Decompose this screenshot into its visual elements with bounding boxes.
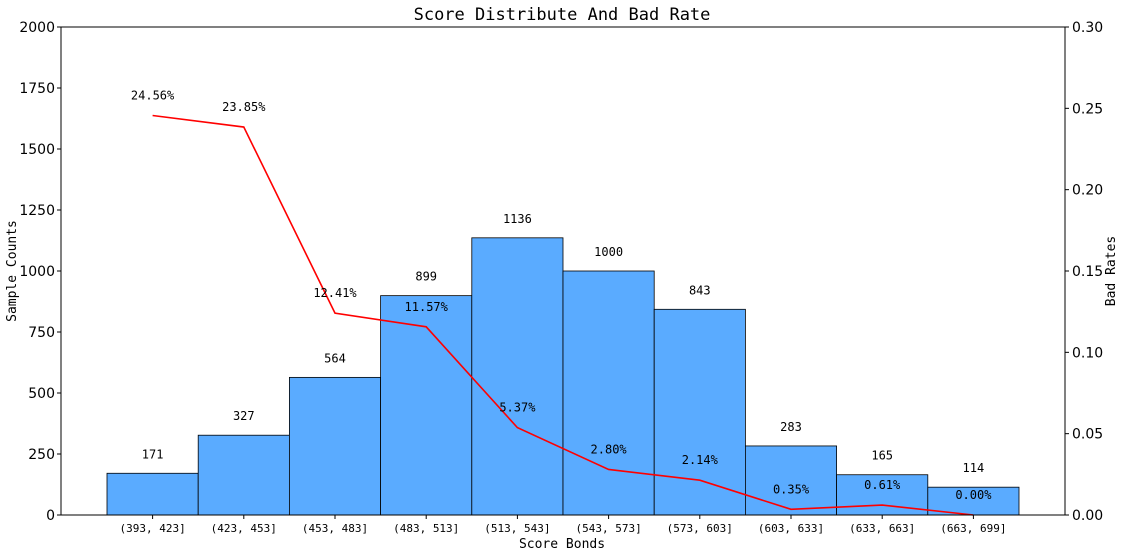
bar-value-label: 564 [324, 351, 346, 365]
x-tick-label: (603, 633] [758, 522, 824, 535]
left-tick-label: 2000 [19, 20, 55, 36]
bar-value-label: 1136 [503, 212, 532, 226]
y-axis-label: Sample Counts [5, 220, 20, 322]
bad-rate-label: 5.37% [499, 401, 536, 415]
left-tick-label: 1500 [19, 142, 55, 158]
x-tick-label: (423, 453] [211, 522, 277, 535]
bar [197, 434, 290, 516]
bar-value-label: 899 [415, 270, 437, 284]
left-tick-label: 1750 [19, 81, 55, 97]
bar [106, 472, 199, 516]
rate-line-group [152, 114, 974, 516]
right-tick-label: 0.30 [1072, 20, 1103, 36]
x-tick-label: (573, 603] [667, 522, 733, 535]
bad-rate-line [152, 114, 974, 516]
left-tick-label: 1250 [19, 203, 55, 219]
x-axis: (393, 423] (423, 453] (453, 483] (483, 513]… [119, 515, 1007, 535]
bar [562, 270, 655, 516]
x-tick-label: (453, 483] [302, 522, 368, 535]
x-tick-label: (633, 663] [849, 522, 915, 535]
left-tick-label: 0 [46, 508, 55, 524]
right-axis: 0.00 0.05 0.10 0.15 0.20 0.25 0.30 [1065, 20, 1103, 524]
x-tick-label: (483, 513] [393, 522, 459, 535]
bar-value-label: 165 [871, 449, 893, 463]
bad-rate-label: 0.00% [955, 488, 992, 502]
bar-value-label: 1000 [594, 245, 623, 259]
bar-value-label: 843 [689, 283, 711, 297]
left-axis: 0 250 500 750 1000 1250 1500 1750 2000 [19, 20, 61, 524]
bar-value-label: 171 [142, 447, 164, 461]
right-tick-label: 0.00 [1072, 508, 1103, 524]
left-tick-label: 500 [28, 386, 55, 402]
left-tick-label: 1000 [19, 264, 55, 280]
bad-rate-label: 11.57% [405, 300, 449, 314]
bar [653, 308, 746, 516]
bad-rate-label: 23.85% [222, 100, 266, 114]
bar-value-label: 327 [233, 409, 255, 423]
bad-rate-label: 24.56% [131, 88, 175, 102]
y2-axis-label: Bad Rates [1104, 236, 1119, 306]
bar [380, 295, 473, 516]
x-tick-label: (543, 573] [575, 522, 641, 535]
bar [288, 376, 381, 516]
bar-labels: 171 327 564 899 1136 1000 843 283 165 114 [142, 212, 984, 475]
rate-labels: 24.56% 23.85% 12.41% 11.57% 5.37% 2.80% 2.14% 0… [131, 88, 992, 502]
right-tick-label: 0.05 [1072, 427, 1103, 443]
bars [106, 237, 1020, 516]
chart-title: Score Distribute And Bad Rate [414, 5, 711, 25]
bad-rate-label: 0.61% [864, 478, 901, 492]
bad-rate-label: 2.80% [591, 442, 628, 456]
bar-value-label: 114 [963, 461, 985, 475]
right-tick-label: 0.25 [1072, 101, 1103, 117]
bad-rate-label: 0.35% [773, 482, 810, 496]
bar [745, 445, 838, 516]
right-tick-label: 0.10 [1072, 345, 1103, 361]
bar [927, 486, 1020, 516]
left-tick-label: 750 [28, 325, 55, 341]
left-tick-label: 250 [28, 447, 55, 463]
right-tick-label: 0.15 [1072, 264, 1103, 280]
x-tick-label: (393, 423] [119, 522, 185, 535]
x-tick-label: (513, 543] [484, 522, 550, 535]
bad-rate-label: 12.41% [313, 286, 357, 300]
right-tick-label: 0.20 [1072, 183, 1103, 199]
bar [471, 237, 564, 516]
bar-value-label: 283 [780, 420, 802, 434]
bad-rate-label: 2.14% [682, 453, 719, 467]
x-tick-label: (663, 699] [940, 522, 1006, 535]
x-axis-label: Score Bonds [519, 537, 605, 552]
